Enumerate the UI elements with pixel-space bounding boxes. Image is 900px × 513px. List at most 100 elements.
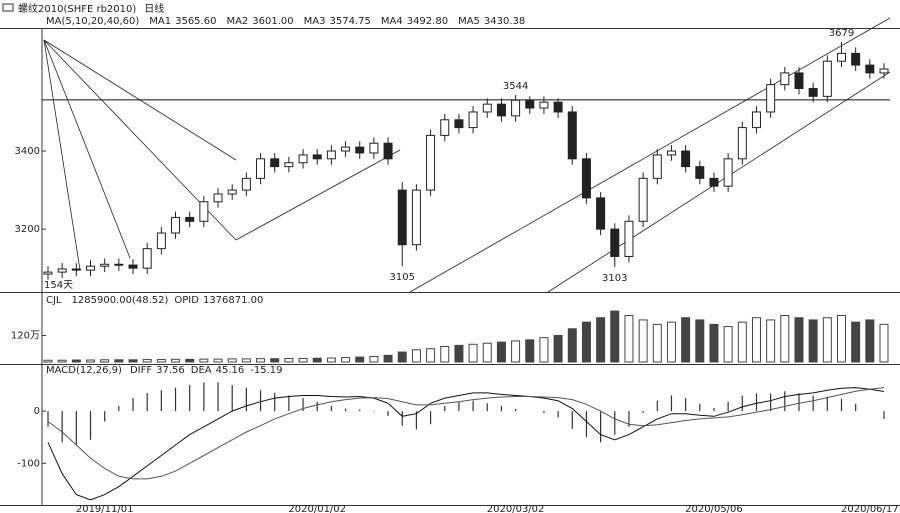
x-tick-label: 2020/06/17: [841, 504, 899, 513]
high-label: 3679: [829, 28, 854, 39]
candle-body: [525, 99, 535, 109]
candle-body: [751, 111, 761, 129]
fan-line: [43, 39, 131, 259]
candle-body: [723, 158, 733, 187]
candle-body: [326, 150, 336, 160]
volume-bar: [355, 356, 365, 363]
candle-body: [567, 111, 577, 160]
fan-line: [235, 149, 401, 241]
candle-body: [383, 142, 393, 160]
volume-bar: [666, 321, 676, 363]
volume-bar: [681, 317, 691, 363]
candle-body: [681, 150, 691, 168]
volume-bar: [171, 358, 181, 363]
candle-body: [213, 193, 223, 203]
macd-line: [47, 387, 885, 480]
volume-bar: [766, 319, 776, 363]
candle-body: [638, 177, 648, 222]
candle-body: [737, 127, 747, 160]
candle-body: [256, 158, 266, 179]
volume-bar: [284, 357, 294, 363]
volume-bar: [312, 357, 322, 363]
volume-bar: [142, 359, 152, 363]
candle-body: [454, 119, 464, 129]
candle-body: [57, 268, 67, 273]
legend-value: 3430.38: [484, 16, 525, 27]
volume-bar: [213, 358, 223, 363]
volume-bar: [836, 315, 846, 363]
legend-name: MA2: [226, 16, 248, 27]
candle-body: [780, 72, 790, 86]
volume-bar: [468, 343, 478, 363]
volume-bar: [199, 358, 209, 363]
candle-body: [426, 134, 436, 191]
volume-bar: [624, 315, 634, 363]
y-tick-label: 120万: [11, 330, 40, 341]
x-tick-label: 2019/11/01: [76, 504, 134, 513]
volume-bar: [326, 357, 336, 363]
volume-bar: [652, 323, 662, 363]
volume-bar: [723, 326, 733, 363]
candle-body: [808, 88, 818, 97]
volume-bar: [808, 319, 818, 363]
candle-body: [539, 101, 549, 109]
volume-bar: [822, 317, 832, 363]
volume-bar: [256, 358, 266, 363]
volume-bar: [185, 358, 195, 363]
candle-body: [610, 228, 620, 257]
candle-body: [496, 103, 506, 117]
volume-bar: [610, 310, 620, 363]
volume-bar: [865, 319, 875, 363]
volume-bar: [114, 359, 124, 363]
volume-bar: [128, 359, 138, 363]
candle-body: [836, 52, 846, 62]
legend-name: MA3: [304, 16, 326, 27]
volume-bar: [553, 334, 563, 363]
candle-body: [482, 103, 492, 113]
candle-body: [114, 263, 124, 266]
legend-value: 3601.00: [252, 16, 293, 27]
window-icon[interactable]: [2, 3, 14, 12]
x-tick-label: 2020/05/06: [685, 504, 743, 513]
volume-bar: [879, 323, 889, 363]
candle-body: [624, 220, 634, 257]
candle-body: [397, 189, 407, 246]
candle-body: [156, 232, 166, 250]
high-label: 3544: [503, 81, 528, 92]
candle-body: [709, 177, 719, 187]
candle-body: [794, 72, 804, 90]
x-tick-label: 2020/01/02: [288, 504, 346, 513]
y-tick-label: 3400: [15, 146, 40, 157]
volume-bar: [57, 359, 67, 363]
volume-bar: [596, 317, 606, 363]
volume-bar: [426, 348, 436, 363]
candle-body: [43, 271, 53, 275]
candle-body: [270, 158, 280, 168]
volume-bar: [737, 321, 747, 363]
candle-body: [298, 154, 308, 164]
volume-bar: [454, 344, 464, 363]
candle-body: [86, 265, 96, 271]
candle-body: [71, 268, 81, 271]
volume-bar: [341, 357, 351, 363]
candle-body: [581, 158, 591, 199]
ma-legend: MA(5,10,20,40,60) MA1 3565.60 MA2 3601.00 MA3…: [46, 16, 525, 27]
macd-line: [47, 387, 885, 501]
volume-bar: [411, 349, 421, 363]
volume-bar: [751, 317, 761, 363]
candle-body: [185, 216, 195, 222]
chart-title: 螺纹2010(SHFE rb2010) 日线: [18, 2, 164, 15]
annotation: 154天: [44, 280, 73, 291]
candle-body: [142, 248, 152, 269]
volume-bar: [43, 359, 53, 363]
volume-bar: [270, 358, 280, 363]
y-tick-label: -100: [17, 458, 40, 469]
candle-body: [596, 197, 606, 230]
trend-line: [547, 71, 891, 293]
volume-bar: [709, 323, 719, 363]
legend-value: 3565.60: [175, 16, 216, 27]
candle-body: [199, 201, 209, 222]
candle-body: [666, 150, 676, 156]
volume-bar: [695, 319, 705, 363]
